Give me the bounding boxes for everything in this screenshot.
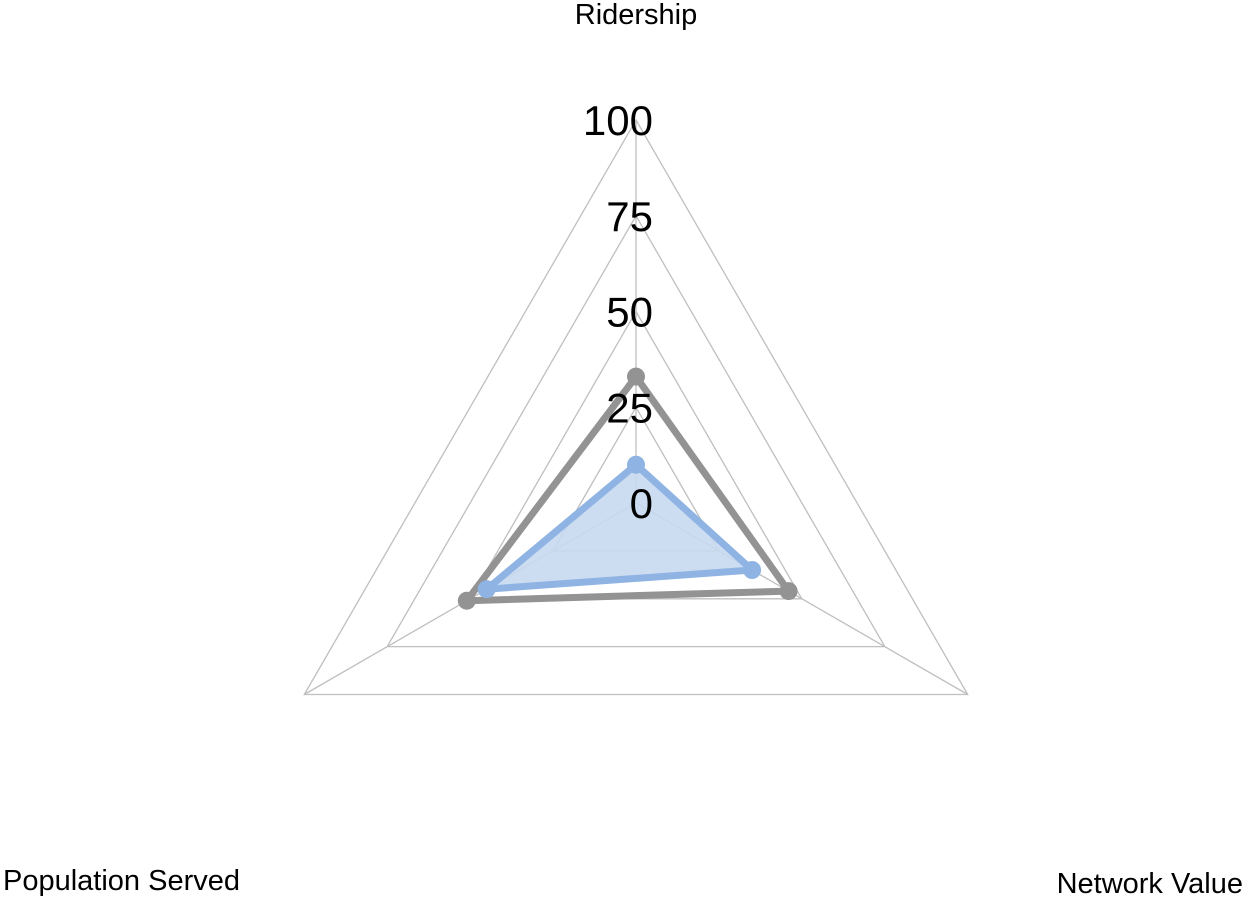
series-1-point-1 bbox=[743, 561, 762, 579]
series-0-point-0 bbox=[627, 367, 645, 386]
series-0-point-2 bbox=[457, 591, 476, 610]
radial-tick-label-75: 75 bbox=[606, 193, 653, 240]
tick-label-layer: 0 25 50 75 100 bbox=[583, 97, 653, 527]
axis-label-layer: Ridership Network Value Population Served bbox=[3, 0, 1243, 899]
series-1 bbox=[477, 455, 762, 599]
series-1-point-0 bbox=[627, 455, 645, 474]
series-0 bbox=[457, 367, 798, 610]
series-1-line bbox=[483, 461, 756, 593]
series-0-point-1 bbox=[779, 582, 798, 601]
radial-tick-label-0: 0 bbox=[630, 480, 653, 527]
grid-ring-100 bbox=[303, 118, 969, 696]
series-layer bbox=[457, 367, 798, 610]
series-0-line bbox=[463, 373, 793, 605]
axis-label-network-value: Network Value bbox=[1057, 868, 1243, 899]
series-1-area bbox=[486, 464, 753, 590]
grid-ring-75 bbox=[386, 214, 886, 648]
axis-label-population-served: Population Served bbox=[3, 865, 240, 897]
radial-tick-label-25: 25 bbox=[606, 384, 653, 431]
radial-tick-label-100: 100 bbox=[583, 97, 653, 144]
series-1-point-2 bbox=[477, 580, 496, 599]
radial-tick-label-50: 50 bbox=[606, 289, 653, 336]
axis-label-ridership: Ridership bbox=[575, 0, 698, 31]
